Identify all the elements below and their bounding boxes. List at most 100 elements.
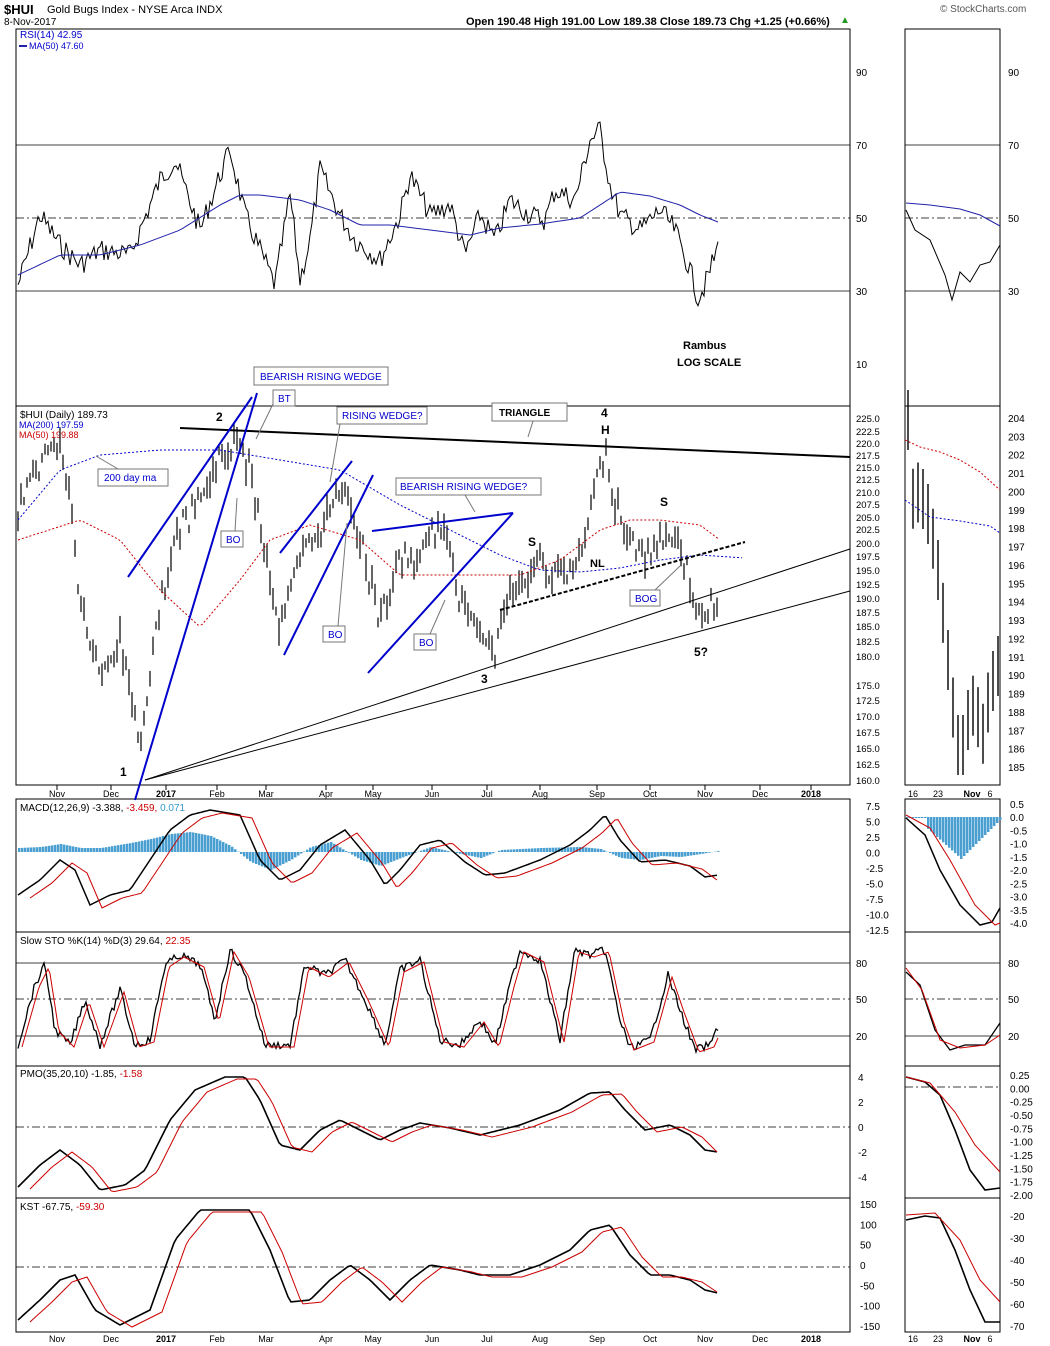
rsi-axis-tick-2: 50 bbox=[856, 214, 868, 225]
macd-histogram-bar bbox=[99, 848, 102, 852]
macd-histogram-bar bbox=[546, 847, 549, 852]
ma200-line bbox=[17, 449, 743, 573]
macd-histogram-bar bbox=[609, 852, 612, 854]
macd-histogram-bar bbox=[648, 852, 651, 859]
macd-histogram-bar bbox=[243, 852, 246, 857]
macd-axis-tick-0: 7.5 bbox=[866, 802, 880, 813]
macd-histogram-bar-right bbox=[939, 817, 942, 840]
svg-text:BEARISH RISING WEDGE?: BEARISH RISING WEDGE? bbox=[400, 482, 528, 493]
callout-bo3: BO bbox=[413, 599, 446, 651]
macd-histogram-bar bbox=[387, 852, 390, 864]
macd-histogram-bar bbox=[414, 852, 417, 853]
macd-histogram-bar-right bbox=[954, 817, 957, 854]
macd-histogram-bar bbox=[555, 847, 558, 852]
kst-axis-tick-6: -150 bbox=[860, 1322, 880, 1333]
macd-histogram-bar bbox=[222, 842, 225, 852]
rsi-axis-tick-1: 70 bbox=[856, 141, 868, 152]
x-axis-label-12: Nov bbox=[697, 789, 714, 799]
watermark: © StockCharts.com bbox=[940, 4, 1027, 15]
pmo-axis-right-tick-3: -0.50 bbox=[1010, 1111, 1033, 1122]
rsi-label-text: RSI(14) 42.95 bbox=[20, 30, 83, 41]
macd-histogram-bar bbox=[336, 845, 339, 852]
price-panel bbox=[15, 405, 851, 786]
macd-histogram-bar-right bbox=[975, 817, 978, 844]
macd-histogram-bar bbox=[324, 843, 327, 852]
macd-histogram-bar bbox=[639, 852, 642, 860]
price-axis-tick-13: 192.5 bbox=[856, 580, 880, 591]
price-axis-tick-20: 172.5 bbox=[856, 696, 880, 707]
price-axis-tick-25: 160.0 bbox=[856, 776, 880, 787]
ohlc-quote: Open 190.48 High 191.00 Low 189.38 Close… bbox=[466, 16, 830, 28]
pmo-axis-right-tick-7: -1.50 bbox=[1010, 1164, 1033, 1175]
macd-histogram-bar bbox=[195, 833, 198, 852]
macd-histogram-bar bbox=[693, 852, 696, 856]
kst-axis-right-tick-2: -40 bbox=[1010, 1256, 1025, 1267]
macd-histogram-bar bbox=[63, 844, 66, 852]
price-axis-tick-19: 175.0 bbox=[856, 681, 880, 692]
macd-histogram-bar-right bbox=[990, 817, 993, 829]
price-axis-right-tick-0: 204 bbox=[1008, 414, 1025, 425]
macd-histogram-bar bbox=[690, 852, 693, 856]
pmo-panel-right bbox=[904, 1065, 1001, 1199]
sto-axis-tick-0: 80 bbox=[856, 959, 868, 970]
price-axis-tick-10: 200.0 bbox=[856, 539, 880, 550]
price-axis-tick-3: 217.5 bbox=[856, 451, 880, 462]
macd-axis-right-tick-5: -2.0 bbox=[1010, 866, 1028, 877]
macd-histogram-bar bbox=[483, 852, 486, 857]
macd-histogram-bar bbox=[132, 842, 135, 852]
price-axis-right-tick-11: 193 bbox=[1008, 616, 1025, 627]
macd-histogram-bar bbox=[468, 852, 471, 856]
kst-axis-right-tick-5: -70 bbox=[1010, 1322, 1025, 1333]
macd-histogram-bar bbox=[408, 852, 411, 856]
macd-histogram-bar bbox=[267, 852, 270, 869]
rsi-axis-tick-0: 90 bbox=[856, 68, 868, 79]
macd-histogram-bar-right bbox=[966, 817, 969, 853]
macd-histogram-bar bbox=[708, 852, 711, 853]
macd-histogram-bar bbox=[519, 849, 522, 852]
macd-histogram-bar bbox=[663, 852, 666, 857]
macd-histogram-bar-right bbox=[999, 817, 1002, 820]
macd-histogram-bar bbox=[396, 852, 399, 860]
x-axis-label-11: Oct bbox=[643, 789, 658, 799]
macd-histogram-bar bbox=[69, 845, 72, 852]
wave-3-label: 3 bbox=[481, 672, 488, 686]
pmo-signal-line-right bbox=[905, 1076, 1001, 1173]
kst-line bbox=[17, 1209, 718, 1326]
macd-histogram-bar bbox=[216, 839, 219, 852]
macd-histogram-bar-right bbox=[927, 817, 930, 829]
macd-histogram-bar bbox=[528, 848, 531, 852]
macd-axis-tick-4: -2.5 bbox=[866, 864, 884, 875]
macd-histogram-bar bbox=[684, 852, 687, 857]
x-axis-label-10: Sep bbox=[589, 789, 605, 799]
macd-histogram-bar bbox=[525, 848, 528, 852]
macd-histogram-bar bbox=[246, 852, 249, 859]
macd-histogram-bar bbox=[369, 852, 372, 863]
rsi-line bbox=[17, 121, 719, 307]
macd-histogram-bar bbox=[261, 852, 264, 867]
callout-bo2: BO bbox=[322, 522, 348, 643]
ma50-line-right bbox=[904, 439, 1001, 491]
macd-histogram-bar bbox=[21, 847, 24, 852]
macd-histogram-bar bbox=[105, 847, 108, 852]
price-axis-right-tick-8: 196 bbox=[1008, 561, 1025, 572]
macd-histogram-bar-right bbox=[942, 817, 945, 843]
macd-histogram-bar bbox=[423, 849, 426, 852]
macd-histogram-bar bbox=[81, 848, 84, 852]
macd-histogram-bar bbox=[357, 852, 360, 859]
price-axis-right-tick-2: 202 bbox=[1008, 451, 1025, 462]
rsi-reference-lines bbox=[16, 144, 1000, 292]
macd-histogram-bar bbox=[318, 845, 321, 852]
macd-histogram-bar bbox=[480, 852, 483, 858]
x-axis-bottom-label-10: Sep bbox=[589, 1334, 605, 1344]
ma50-line bbox=[17, 519, 719, 626]
macd-histogram-bar-right bbox=[948, 817, 951, 848]
macd-histogram-bar bbox=[651, 852, 654, 858]
price-axis-right-tick-17: 187 bbox=[1008, 726, 1025, 737]
sto-k-line-right bbox=[905, 971, 1001, 1051]
macd-histogram-bar bbox=[42, 846, 45, 852]
price-axis-right-tick-6: 198 bbox=[1008, 524, 1025, 535]
x-axis-bottom-label-1: Dec bbox=[103, 1334, 120, 1344]
pmo-axis-right-tick-1: 0.00 bbox=[1010, 1084, 1030, 1095]
macd-histogram-bar bbox=[573, 847, 576, 852]
